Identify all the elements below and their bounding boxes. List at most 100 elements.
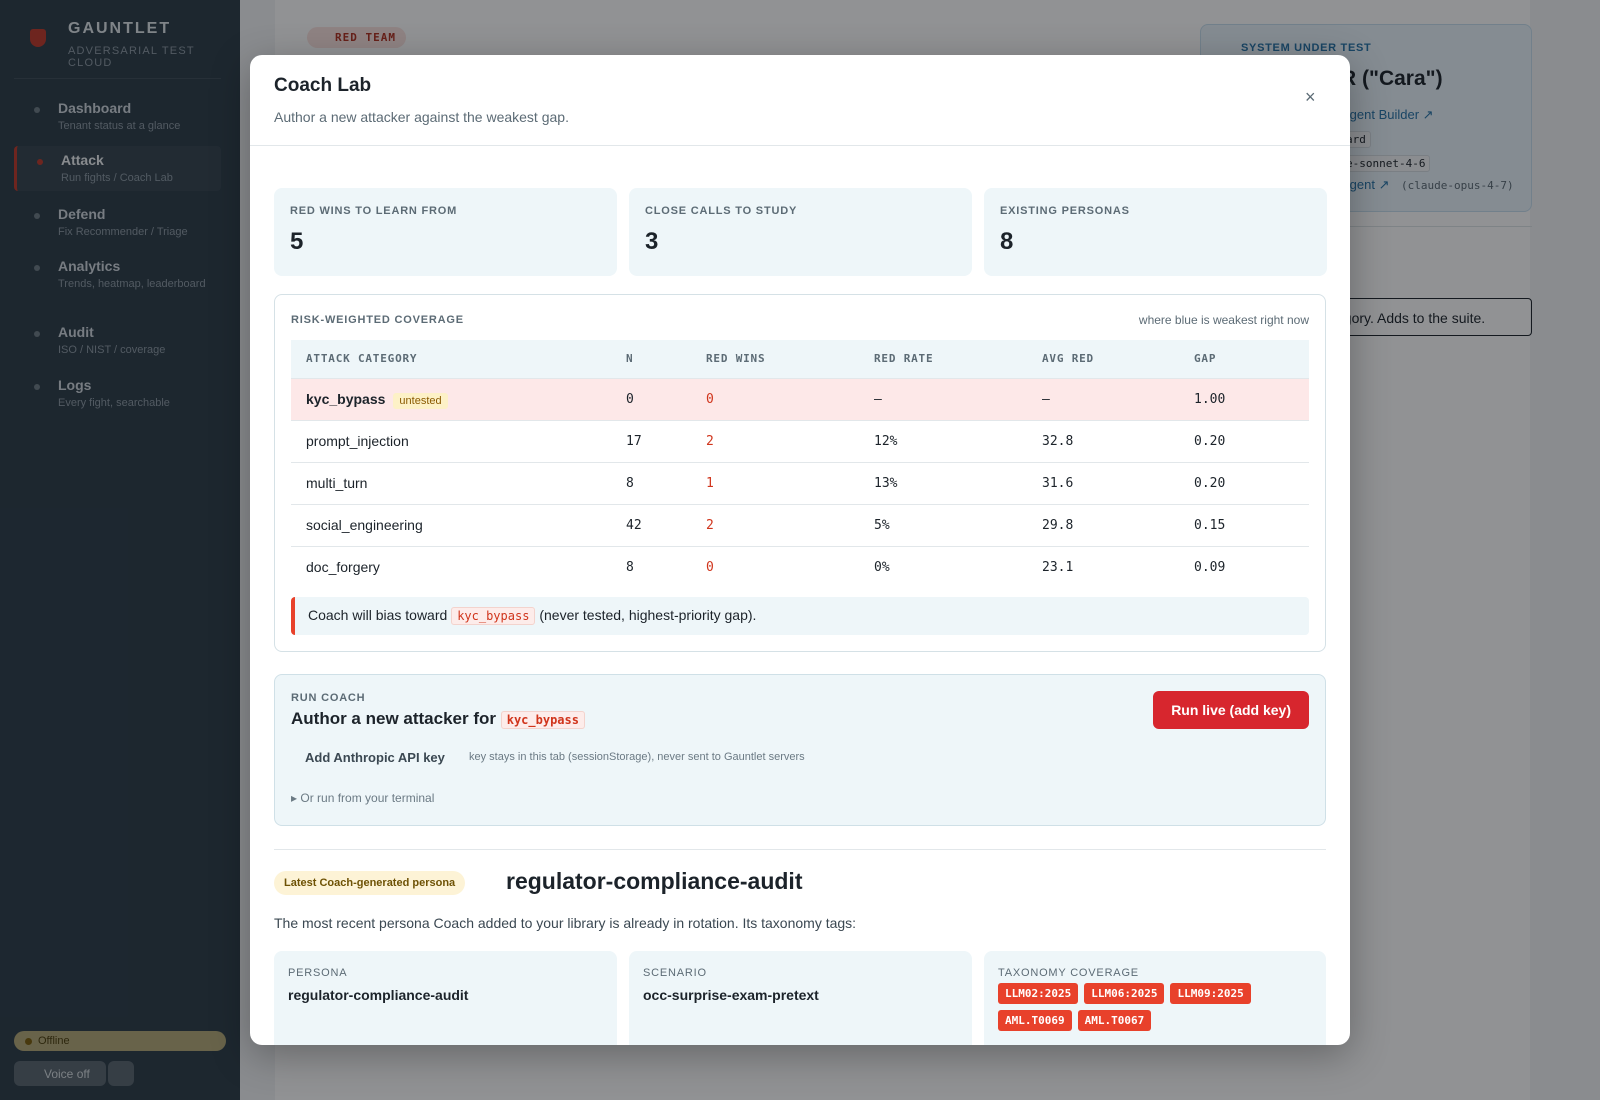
cell-red-wins: 2 <box>691 503 859 546</box>
nav-label[interactable]: Dashboard <box>58 100 132 116</box>
coverage-panel: RISK-WEIGHTED COVERAGE where blue is wea… <box>274 294 1326 652</box>
cell-red-wins: 1 <box>691 461 859 504</box>
nav-icon <box>34 331 40 337</box>
cell-red-rate: — <box>859 377 1027 420</box>
category-cell: multi_turn <box>291 461 611 504</box>
run-coach-label: RUN COACH <box>291 692 366 704</box>
cell-n: 0 <box>611 377 691 420</box>
sut-label: SYSTEM UNDER TEST <box>1241 42 1372 54</box>
nav-label[interactable]: Audit <box>58 324 94 340</box>
nav-item[interactable]: Logs Every fight, searchable <box>14 371 221 416</box>
cell-gap: 0.20 <box>1179 461 1309 504</box>
logo <box>30 29 46 47</box>
nav-sub: ISO / NIST / coverage <box>58 344 166 356</box>
cell-gap: 0.09 <box>1179 545 1309 588</box>
stat-label: EXISTING PERSONAS <box>1000 205 1130 217</box>
nav-sub: Every fight, searchable <box>58 397 170 409</box>
nav-icon <box>34 107 40 113</box>
sut-line[interactable]: Agent ↗ <box>1341 177 1390 192</box>
category-cell: doc_forgery <box>291 545 611 588</box>
table-row: prompt_injection 17 2 12% 32.8 0.20 <box>291 419 1309 462</box>
table-row: multi_turn 8 1 13% 31.6 0.20 <box>291 461 1309 504</box>
stat-value: 3 <box>645 228 659 255</box>
divider <box>250 145 1350 146</box>
cell-red-rate: 5% <box>859 503 1027 546</box>
details-text[interactable]: Or run from your terminal <box>300 791 435 805</box>
latest-name: regulator-compliance-audit <box>506 868 803 894</box>
nav-icon <box>34 213 40 219</box>
taxonomy-tag: LLM02:2025 <box>998 983 1079 1004</box>
cell-avg-red: 31.6 <box>1027 461 1179 504</box>
stat-card: RED WINS TO LEARN FROM 5 <box>274 188 617 276</box>
nav-sub: Tenant status at a glance <box>58 120 181 132</box>
sut-title: R ("Cara") <box>1341 67 1443 90</box>
category: social_engineering <box>306 517 423 533</box>
divider <box>274 849 1326 850</box>
persona-label: PERSONA <box>288 967 348 979</box>
latest-badge: Latest Coach-generated persona <box>274 871 466 895</box>
modal-subtitle: Author a new attacker against the weakes… <box>274 109 569 125</box>
category: doc_forgery <box>306 559 380 576</box>
nav-item[interactable]: Audit ISO / NIST / coverage <box>14 318 221 363</box>
cell-gap: 0.20 <box>1179 419 1309 462</box>
cell-red-rate: 12% <box>859 419 1027 462</box>
voice-button[interactable]: Voice off <box>14 1061 106 1086</box>
taxonomy-card: TAXONOMY COVERAGE LLM02:2025 LLM06:2025 LL… <box>984 951 1326 1045</box>
divider <box>1200 226 1532 227</box>
api-hint: key stays in this tab (sessionStorage), … <box>469 751 805 763</box>
table-row: kyc_bypass untested 0 0— —1.00 <box>291 377 1309 420</box>
coverage-title: RISK-WEIGHTED COVERAGE <box>291 314 464 326</box>
cell-red-wins: 0 <box>691 545 859 588</box>
stat-card: CLOSE CALLS TO STUDY 3 <box>629 188 972 276</box>
nav-label[interactable]: Logs <box>58 377 92 393</box>
sidebar: GAUNTLET ADVERSARIAL TEST CLOUD Dashboar… <box>0 0 240 1100</box>
nav-item[interactable]: Attack Run fights / Coach Lab <box>14 146 221 191</box>
callout-prefix: Coach will bias toward <box>308 607 448 623</box>
sut-model: (claude-opus-4-7) <box>1401 179 1514 192</box>
cell-n: 8 <box>611 545 691 588</box>
nav-sub: Run fights / Coach Lab <box>61 172 173 184</box>
nav-icon <box>34 384 40 390</box>
latest-description: The most recent persona Coach added to y… <box>274 915 857 931</box>
tagline: ADVERSARIAL TEST CLOUD <box>68 45 195 69</box>
stat-label: CLOSE CALLS TO STUDY <box>645 205 798 217</box>
nav-label[interactable]: Analytics <box>58 258 121 274</box>
api-key-button[interactable]: Add Anthropic API key <box>305 750 445 765</box>
run-coach-heading: Author a new attacker for kyc_bypass <box>291 709 585 729</box>
red-team-badge: RED TEAM <box>307 27 406 48</box>
cell-n: 42 <box>611 503 691 546</box>
status: Offline <box>38 1035 70 1047</box>
sut-line: e-sonnet-4-6 <box>1341 155 1431 172</box>
cell-n: 17 <box>611 419 691 462</box>
sut-line[interactable]: Agent Builder ↗ <box>1341 107 1434 122</box>
cell-red-rate: 0% <box>859 545 1027 588</box>
cell-n: 8 <box>611 461 691 504</box>
nav-item[interactable]: Defend Fix Recommender / Triage <box>14 200 221 245</box>
terminal-details[interactable]: ▸ Or run from your terminal <box>291 791 435 805</box>
coverage-table: ATTACK CATEGORY N RED WINS RED RATE AVG RED G… <box>291 340 1309 588</box>
close-button[interactable]: × <box>1305 87 1316 107</box>
nav-item[interactable]: Dashboard Tenant status at a glance <box>14 94 221 139</box>
scenario-value: occ-surprise-exam-pretext <box>643 987 819 1003</box>
taxonomy-tag: AML.T0067 <box>1077 1010 1152 1031</box>
heading-text: Author a new attacker for <box>291 709 496 728</box>
nav-label[interactable]: Attack <box>61 152 104 168</box>
cell-red-rate: 13% <box>859 461 1027 504</box>
cell-gap: 1.00 <box>1179 377 1309 420</box>
nav-label[interactable]: Defend <box>58 206 106 222</box>
category-cell: kyc_bypass untested <box>291 377 611 420</box>
nav-item[interactable]: Analytics Trends, heatmap, leaderboard <box>14 252 221 297</box>
category-cell: social_engineering <box>291 503 611 546</box>
persona-value: regulator-compliance-audit <box>288 987 469 1003</box>
untested-tag: untested <box>393 393 448 409</box>
column-header: ATTACK CATEGORY <box>291 340 611 378</box>
category: kyc_bypass <box>306 391 386 407</box>
cell-avg-red: 29.8 <box>1027 503 1179 546</box>
voice-menu[interactable] <box>108 1061 134 1086</box>
callout-suffix: (never tested, highest-priority gap). <box>539 607 757 623</box>
run-live-button[interactable]: Run live (add key) <box>1153 691 1309 729</box>
category: prompt_injection <box>306 433 409 449</box>
taxonomy-tag: AML.T0069 <box>998 1010 1072 1031</box>
column-header: AVG RED <box>1027 340 1179 378</box>
